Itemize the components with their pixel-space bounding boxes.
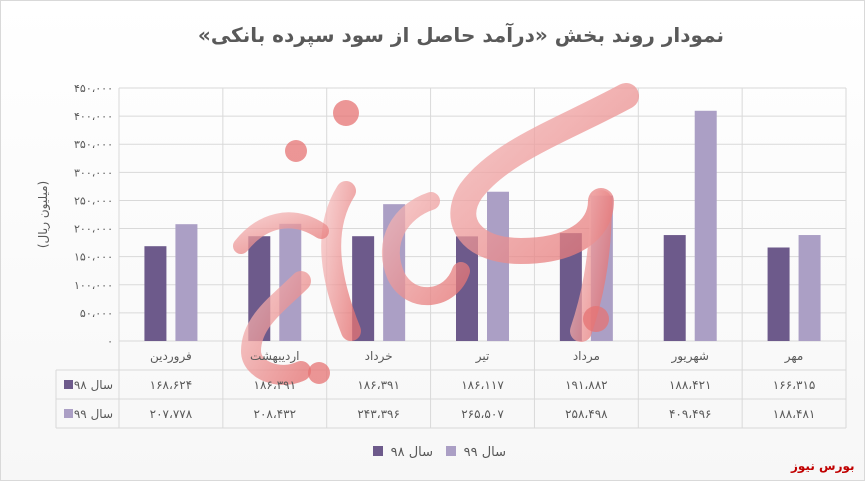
- data-label: ۲۰۸،۴۳۲: [254, 407, 297, 421]
- data-label: ۲۶۵،۵۰۷: [461, 407, 504, 421]
- data-label: ۱۸۸،۴۸۱: [773, 407, 816, 421]
- table-series-name: سال ۹۸: [74, 378, 113, 392]
- bar-series-1: [663, 235, 686, 341]
- watermark-stroke: [382, 192, 470, 306]
- bar-series-1: [767, 247, 790, 341]
- data-label: ۲۴۳،۳۹۶: [357, 407, 400, 421]
- data-label: ۱۸۶،۱۱۷: [461, 378, 504, 392]
- y-tick-label: ۴۵۰،۰۰۰: [74, 82, 113, 95]
- y-axis-label: (میلیون ریال): [36, 181, 51, 248]
- category-label: مهر: [784, 349, 804, 364]
- y-tick-label: ۳۰۰،۰۰۰: [74, 166, 113, 179]
- data-label: ۲۰۷،۷۷۸: [150, 407, 193, 421]
- category-label: اردیبهشت: [250, 349, 299, 364]
- bar-series-2: [175, 224, 198, 341]
- bar-series-2: [487, 191, 509, 341]
- y-tick-label: ۲۰۰،۰۰۰: [74, 223, 113, 236]
- category-label: خرداد: [365, 349, 393, 364]
- y-tick-label: ۱۰۰،۰۰۰: [74, 279, 113, 292]
- legend-label: سال ۹۸: [391, 445, 433, 460]
- data-label: ۱۶۸،۶۲۴: [150, 378, 193, 392]
- bar-series-2: [798, 235, 821, 341]
- watermark-logo: [233, 83, 639, 385]
- y-tick-label: ۲۵۰،۰۰۰: [74, 194, 113, 207]
- y-tick-label: ۵۰،۰۰۰: [80, 307, 113, 320]
- watermark-stroke: [450, 83, 639, 264]
- y-tick-label: ۳۵۰،۰۰۰: [74, 138, 113, 151]
- table-legend-key: [64, 409, 73, 418]
- watermark-stroke: [321, 181, 361, 341]
- y-tick-label: ۰: [107, 335, 113, 348]
- y-tick-label: ۴۰۰،۰۰۰: [74, 110, 113, 123]
- legend-key: [446, 446, 456, 456]
- data-label: ۱۹۱،۸۸۲: [565, 378, 608, 392]
- y-tick-label: ۱۵۰،۰۰۰: [74, 251, 113, 264]
- data-label: ۱۶۶،۳۱۵: [773, 378, 816, 392]
- bar-series-1: [352, 236, 375, 341]
- watermark-stroke: [241, 271, 311, 385]
- legend-label: سال ۹۹: [464, 445, 506, 460]
- table-series-name: سال ۹۹: [74, 407, 113, 421]
- watermark-dot: [285, 140, 307, 162]
- data-label: ۴۰۹،۴۹۶: [669, 407, 712, 421]
- watermark-stroke: [233, 212, 329, 254]
- watermark-dot: [583, 306, 609, 332]
- table-legend-key: [64, 380, 73, 389]
- category-label: مرداد: [573, 349, 600, 364]
- category-label: فروردین: [150, 349, 192, 364]
- chart-title: نمودار روند بخش «درآمد حاصل از سود سپرده…: [197, 23, 724, 47]
- bar-series-1: [144, 246, 167, 341]
- watermark-dot: [308, 362, 330, 384]
- watermark-dot: [333, 100, 359, 126]
- legend-key: [373, 446, 383, 456]
- data-label: ۱۸۶،۳۹۱: [254, 378, 297, 392]
- category-label: تیر: [475, 349, 490, 364]
- watermark-text: بورس نیوز: [791, 459, 855, 473]
- data-label: ۲۵۸،۴۹۸: [565, 407, 608, 421]
- data-label: ۱۸۶،۳۹۱: [357, 378, 400, 392]
- category-label: شهریور: [670, 349, 709, 364]
- data-label: ۱۸۸،۴۲۱: [669, 378, 712, 392]
- bar-series-2: [694, 110, 717, 341]
